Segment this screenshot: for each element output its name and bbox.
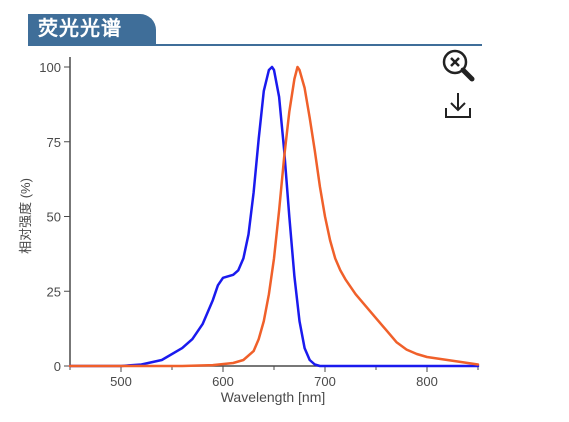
- x-tick-label: 700: [314, 374, 336, 389]
- x-tick-label: 800: [416, 374, 438, 389]
- y-axis-label: 相对强度 (%): [18, 178, 33, 254]
- download-icon: [445, 93, 471, 118]
- y-tick-label: 0: [54, 359, 61, 374]
- series-line-1: [68, 65, 480, 368]
- zoom-out-icon: [442, 49, 475, 82]
- y-tick-label: 75: [47, 135, 61, 150]
- series-line-2: [68, 65, 480, 368]
- y-tick-label: 50: [47, 210, 61, 225]
- y-tick-label: 25: [47, 284, 61, 299]
- download-button[interactable]: [440, 88, 476, 124]
- section-title: 荧光光谱: [38, 18, 122, 40]
- section-divider: [28, 44, 482, 46]
- chart-axes: 0 25 50 75 100 500 600 700 800: [39, 57, 479, 389]
- x-axis-label: Wavelength [nm]: [221, 389, 326, 405]
- y-tick-label: 100: [39, 60, 61, 75]
- x-tick-label: 600: [212, 374, 234, 389]
- section-header: 荧光光谱: [28, 14, 482, 46]
- zoom-reset-button[interactable]: [440, 48, 476, 84]
- section-tab: [28, 14, 156, 44]
- chart-series: [68, 65, 480, 368]
- x-tick-label: 500: [110, 374, 132, 389]
